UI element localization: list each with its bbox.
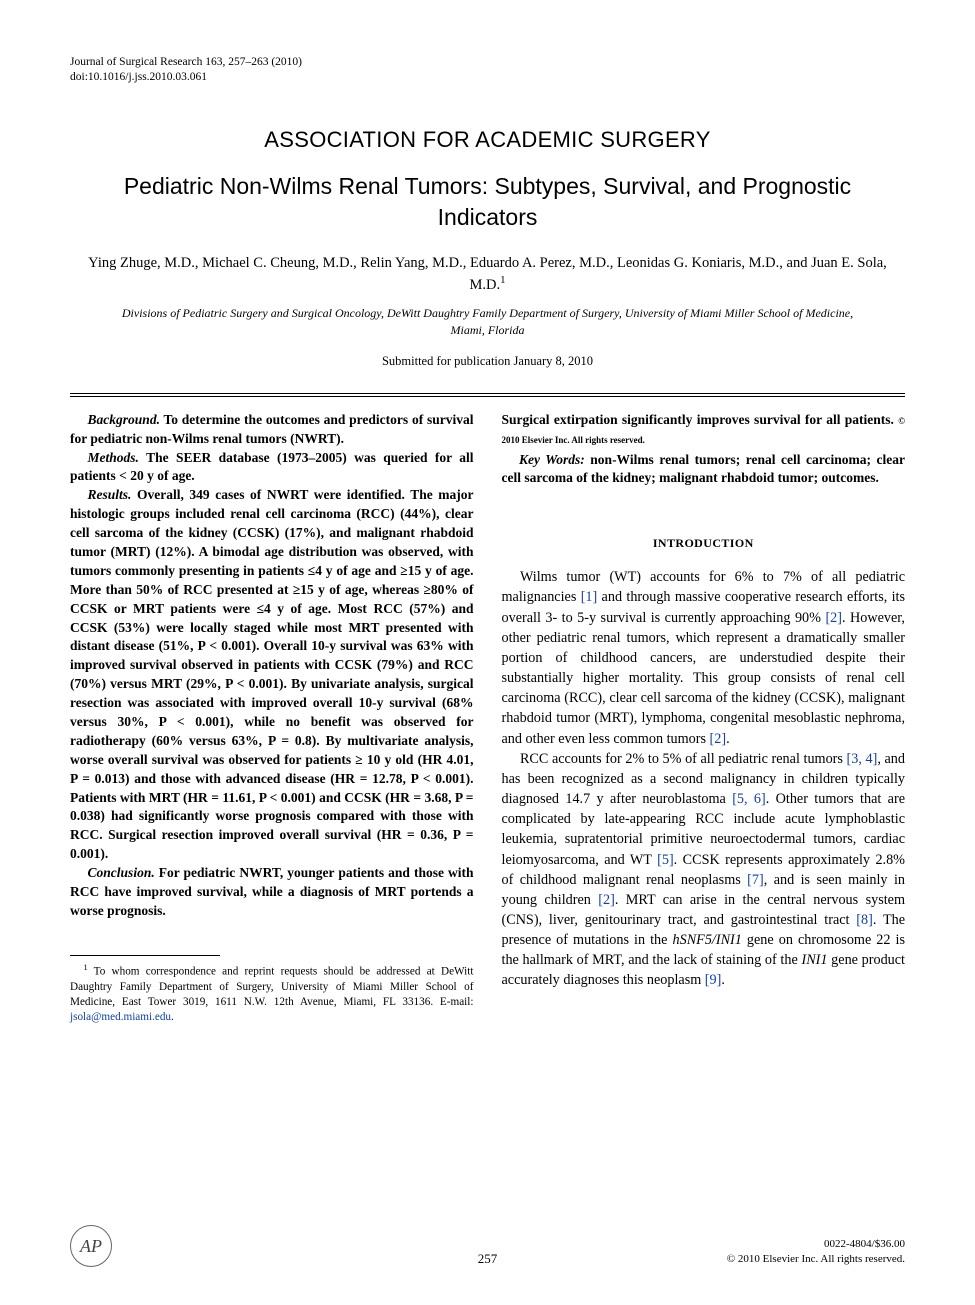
corresponding-footnote: 1 To whom correspondence and reprint req…: [70, 962, 474, 1025]
ref-3-4[interactable]: [3, 4]: [847, 751, 878, 767]
two-column-layout: Background. To determine the outcomes an…: [70, 411, 905, 1025]
page-footer: AP 257 0022-4804/$36.00 © 2010 Elsevier …: [70, 1225, 905, 1267]
ref-7[interactable]: [7]: [747, 872, 764, 888]
conclusion-tail: Surgical extirpation significantly impro…: [502, 412, 899, 427]
results-text: Overall, 349 cases of NWRT were identifi…: [70, 487, 474, 861]
abstract-tail: Surgical extirpation significantly impro…: [502, 411, 906, 449]
gene-hsnf5: hSNF5/INI1: [673, 932, 742, 948]
abstract: Background. To determine the outcomes an…: [70, 411, 474, 921]
ref-2b[interactable]: [2]: [710, 731, 727, 747]
doi: doi:10.1016/j.jss.2010.03.061: [70, 70, 905, 85]
authors-text: Ying Zhuge, M.D., Michael C. Cheung, M.D…: [88, 255, 887, 293]
page-number: 257: [478, 1251, 498, 1267]
gene-ini1: INI1: [801, 952, 827, 968]
keywords-label: Key Words:: [519, 452, 585, 467]
journal-citation: Journal of Surgical Research 163, 257–26…: [70, 55, 905, 70]
rule-top: [70, 393, 905, 394]
footnote-period: .: [171, 1011, 174, 1023]
ref-5-6[interactable]: [5, 6]: [732, 791, 766, 807]
right-column: Surgical extirpation significantly impro…: [502, 411, 906, 1025]
submitted-date: Submitted for publication January 8, 201…: [70, 354, 905, 369]
background-label: Background.: [88, 412, 160, 427]
corresponding-sup: 1: [500, 274, 505, 286]
article-title: Pediatric Non-Wilms Renal Tumors: Subtyp…: [70, 171, 905, 233]
ref-1[interactable]: [1]: [581, 589, 598, 605]
ref-5[interactable]: [5]: [657, 852, 674, 868]
rule-thin: [70, 396, 905, 397]
introduction-body: Wilms tumor (WT) accounts for 6% to 7% o…: [502, 567, 906, 990]
results-label: Results.: [88, 487, 132, 502]
ref-9[interactable]: [9]: [705, 972, 722, 988]
footnote-body: To whom correspondence and reprint reque…: [70, 966, 474, 1008]
intro-p2-a: RCC accounts for 2% to 5% of all pediatr…: [520, 751, 847, 767]
intro-p1-d: .: [726, 731, 730, 747]
ref-2a[interactable]: [2]: [825, 610, 842, 626]
corresponding-email[interactable]: jsola@med.miami.edu: [70, 1011, 171, 1023]
intro-p2-j: .: [721, 972, 725, 988]
ref-2c[interactable]: [2]: [598, 892, 615, 908]
affiliation: Divisions of Pediatric Surgery and Surgi…: [70, 305, 905, 337]
keywords: Key Words: non-Wilms renal tumors; renal…: [502, 451, 906, 489]
footnote-rule: [70, 955, 220, 956]
conclusion-label: Conclusion.: [88, 865, 155, 880]
footer-right: 0022-4804/$36.00 © 2010 Elsevier Inc. Al…: [727, 1237, 905, 1267]
ref-8[interactable]: [8]: [856, 912, 873, 928]
left-column: Background. To determine the outcomes an…: [70, 411, 474, 1025]
association-heading: ASSOCIATION FOR ACADEMIC SURGERY: [70, 127, 905, 153]
introduction-heading: INTRODUCTION: [502, 536, 906, 551]
intro-p1-c: . However, other pediatric renal tumors,…: [502, 610, 906, 747]
methods-label: Methods.: [88, 450, 139, 465]
authors: Ying Zhuge, M.D., Michael C. Cheung, M.D…: [70, 253, 905, 295]
publisher-logo: AP: [70, 1225, 112, 1267]
issn-price: 0022-4804/$36.00: [727, 1237, 905, 1252]
footer-copyright: © 2010 Elsevier Inc. All rights reserved…: [727, 1252, 905, 1267]
